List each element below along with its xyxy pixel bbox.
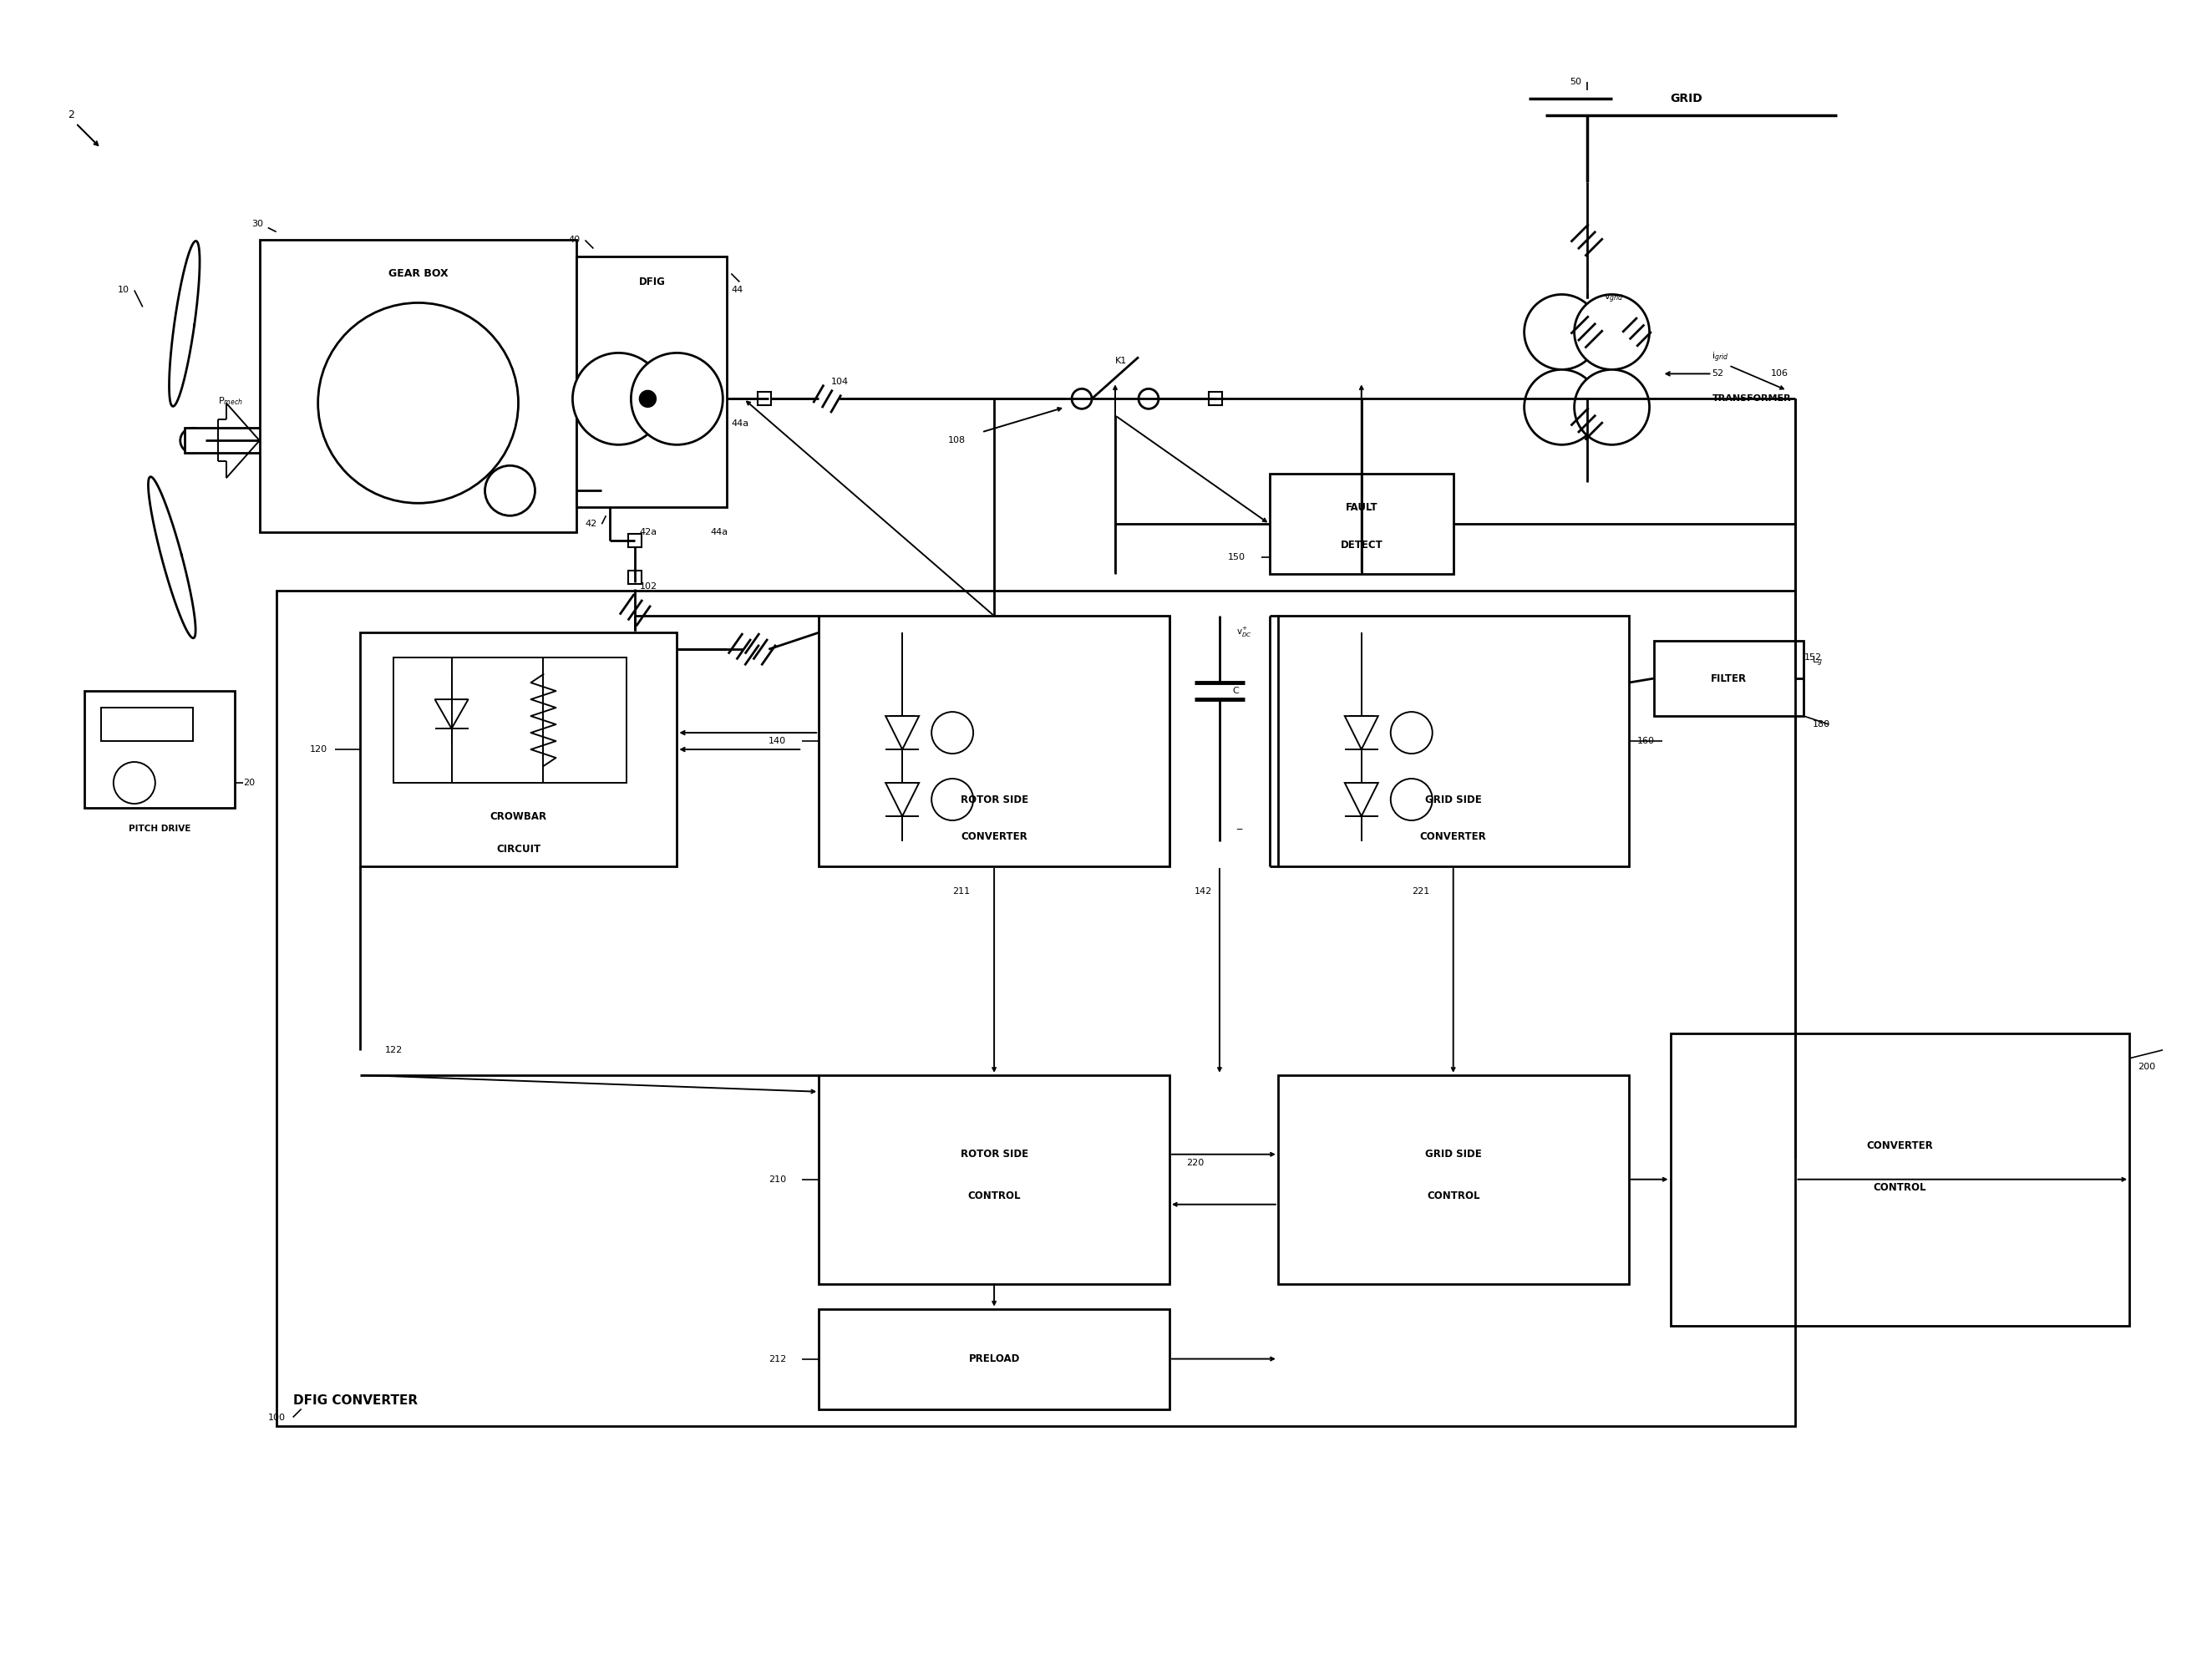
Text: GRID SIDE: GRID SIDE <box>1425 1149 1482 1160</box>
Text: PRELOAD: PRELOAD <box>969 1353 1020 1365</box>
Text: 210: 210 <box>770 1175 787 1184</box>
Text: CONVERTER: CONVERTER <box>960 832 1026 843</box>
Bar <box>184 428 263 453</box>
Text: 104: 104 <box>832 378 849 387</box>
Bar <box>1279 616 1628 867</box>
Circle shape <box>573 354 664 445</box>
Text: 120: 120 <box>310 745 327 754</box>
Bar <box>276 591 1796 1426</box>
Bar <box>361 632 677 867</box>
Text: 50: 50 <box>1571 78 1582 86</box>
Text: CONTROL: CONTROL <box>967 1190 1020 1202</box>
Text: 30: 30 <box>252 219 263 227</box>
Text: _: _ <box>1237 818 1241 830</box>
Text: TRANSFORMER: TRANSFORMER <box>1712 395 1792 403</box>
Text: 44a: 44a <box>710 528 728 536</box>
Text: 52: 52 <box>1712 370 1723 378</box>
Text: 212: 212 <box>770 1355 787 1363</box>
Bar <box>1208 392 1221 405</box>
Text: DETECT: DETECT <box>1340 540 1382 551</box>
Circle shape <box>931 779 973 820</box>
Circle shape <box>179 428 206 453</box>
Text: 200: 200 <box>2137 1062 2154 1071</box>
Text: 42a: 42a <box>639 528 657 536</box>
Text: C: C <box>1232 687 1239 696</box>
Text: 42: 42 <box>586 520 597 528</box>
Text: 122: 122 <box>385 1046 403 1054</box>
Text: 44: 44 <box>732 286 743 294</box>
Text: DFIG: DFIG <box>639 277 666 287</box>
Bar <box>1279 1076 1628 1283</box>
Bar <box>1670 1033 2130 1325</box>
Text: DFIG CONVERTER: DFIG CONVERTER <box>292 1394 418 1408</box>
Circle shape <box>1524 370 1599 445</box>
Text: 100: 100 <box>268 1413 285 1421</box>
Text: CONVERTER: CONVERTER <box>1420 832 1486 843</box>
Text: 150: 150 <box>1228 553 1245 561</box>
Text: v$_{grid}$: v$_{grid}$ <box>1604 292 1624 305</box>
Text: 44a: 44a <box>732 420 750 428</box>
Text: L$_g$: L$_g$ <box>1812 656 1823 669</box>
Text: CROWBAR: CROWBAR <box>489 810 546 822</box>
Text: CONTROL: CONTROL <box>1874 1182 1927 1194</box>
Circle shape <box>1524 294 1599 370</box>
Circle shape <box>319 302 518 503</box>
Bar <box>577 257 728 508</box>
Bar <box>102 707 192 740</box>
Text: i$_{grid}$: i$_{grid}$ <box>1712 350 1730 364</box>
Circle shape <box>1139 388 1159 408</box>
Text: K1: K1 <box>1115 357 1128 365</box>
Text: GEAR BOX: GEAR BOX <box>389 269 449 279</box>
Bar <box>818 1076 1170 1283</box>
Text: P$_{mech}$: P$_{mech}$ <box>217 395 243 407</box>
Text: 220: 220 <box>1186 1159 1203 1167</box>
Bar <box>1270 475 1453 574</box>
Text: PITCH DRIVE: PITCH DRIVE <box>128 825 190 833</box>
Text: 211: 211 <box>953 886 971 895</box>
Bar <box>818 1308 1170 1409</box>
Circle shape <box>1575 294 1650 370</box>
Bar <box>628 535 641 548</box>
Circle shape <box>630 354 723 445</box>
Text: CONTROL: CONTROL <box>1427 1190 1480 1202</box>
Text: 106: 106 <box>1770 370 1787 378</box>
Text: 40: 40 <box>568 236 580 244</box>
Text: 180: 180 <box>1812 720 1829 729</box>
Circle shape <box>113 762 155 803</box>
Text: 221: 221 <box>1411 886 1429 895</box>
Text: 160: 160 <box>1637 737 1655 745</box>
Bar <box>259 241 577 533</box>
Text: 140: 140 <box>770 737 787 745</box>
Bar <box>1655 641 1803 715</box>
Circle shape <box>639 390 657 407</box>
Text: CIRCUIT: CIRCUIT <box>495 845 540 855</box>
Circle shape <box>1391 779 1433 820</box>
Circle shape <box>484 465 535 516</box>
Text: 20: 20 <box>243 779 254 787</box>
Circle shape <box>1575 370 1650 445</box>
Text: v$_{DC}^{+}$: v$_{DC}^{+}$ <box>1237 626 1252 639</box>
Text: FAULT: FAULT <box>1345 501 1378 513</box>
Text: FILTER: FILTER <box>1710 672 1747 684</box>
Circle shape <box>1073 388 1093 408</box>
Text: GRID: GRID <box>1670 93 1703 105</box>
Text: CONVERTER: CONVERTER <box>1867 1140 1933 1152</box>
Text: 2: 2 <box>69 110 75 121</box>
Text: 108: 108 <box>949 437 967 445</box>
Bar <box>628 571 641 584</box>
Circle shape <box>1391 712 1433 754</box>
Text: 152: 152 <box>1803 654 1820 662</box>
Bar <box>818 616 1170 867</box>
Text: ROTOR SIDE: ROTOR SIDE <box>960 1149 1029 1160</box>
Text: 142: 142 <box>1194 886 1212 895</box>
Bar <box>394 657 626 784</box>
Text: ROTOR SIDE: ROTOR SIDE <box>960 793 1029 805</box>
Text: 102: 102 <box>639 583 657 591</box>
Bar <box>84 691 234 808</box>
Circle shape <box>931 712 973 754</box>
Text: 10: 10 <box>117 286 128 294</box>
Text: GRID SIDE: GRID SIDE <box>1425 793 1482 805</box>
Bar <box>759 392 772 405</box>
